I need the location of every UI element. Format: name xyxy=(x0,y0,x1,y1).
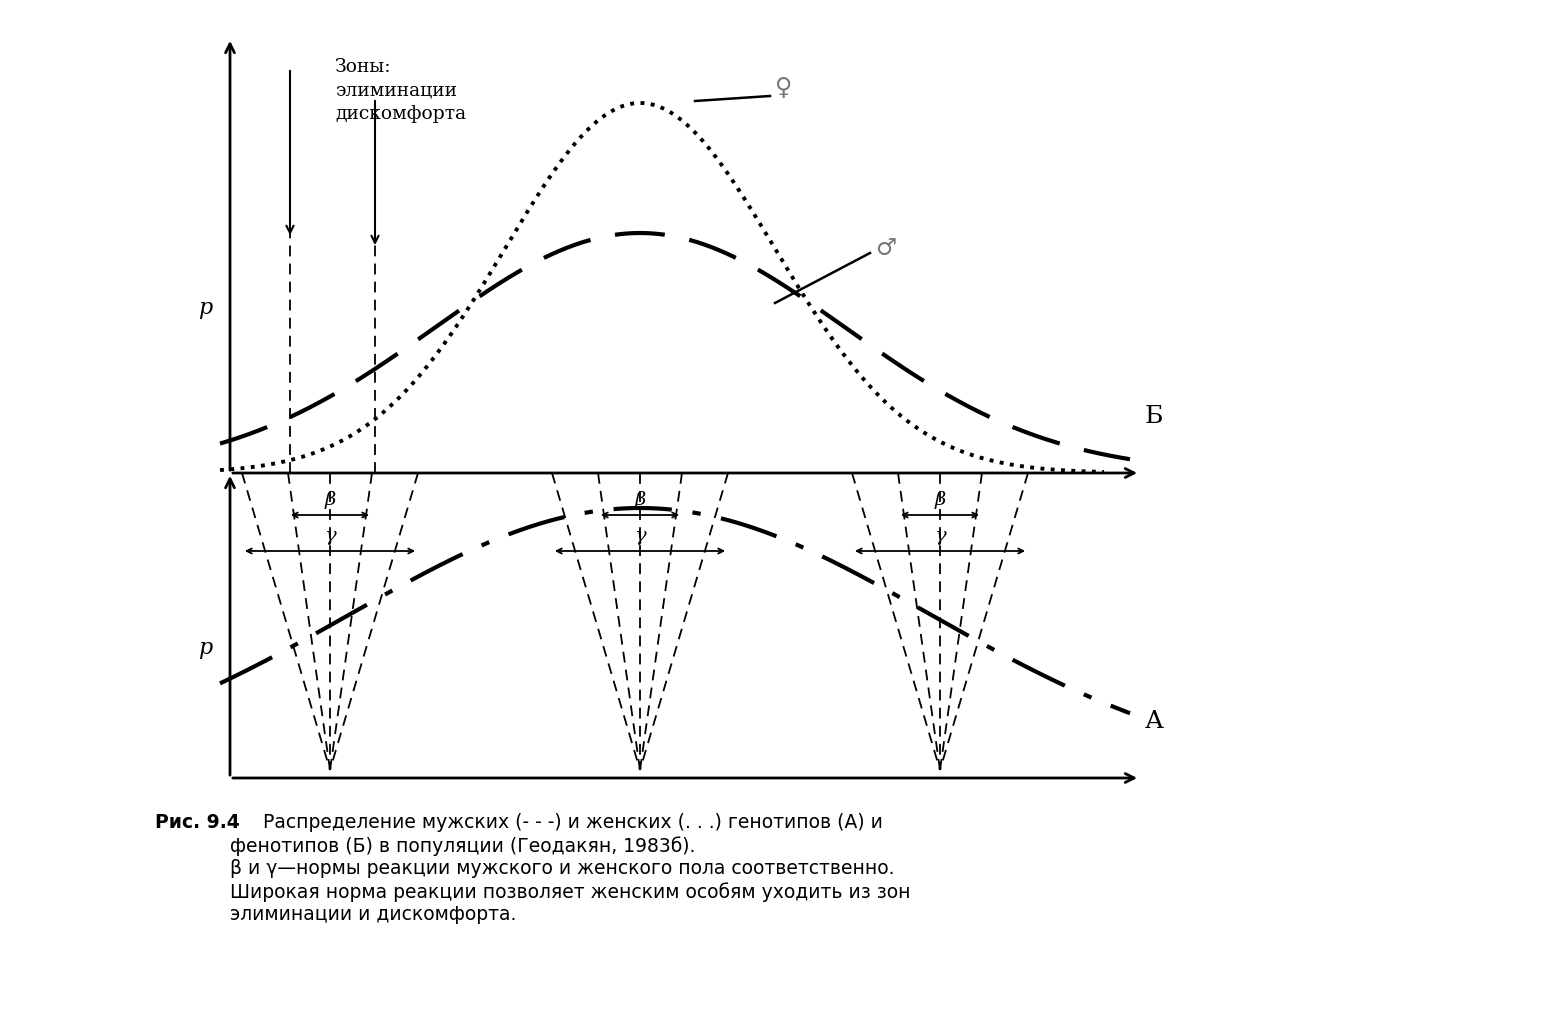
Text: Б: Б xyxy=(1145,405,1163,428)
Text: элиминации и дискомфорта.: элиминации и дискомфорта. xyxy=(230,905,517,924)
Text: Рис. 9.4: Рис. 9.4 xyxy=(154,813,239,832)
Text: Широкая норма реакции позволяет женским особям уходить из зон: Широкая норма реакции позволяет женским … xyxy=(230,882,910,902)
Text: Зоны:
элиминации
дискомфорта: Зоны: элиминации дискомфорта xyxy=(335,58,466,123)
Text: β: β xyxy=(324,491,336,509)
Text: р: р xyxy=(198,297,211,319)
Text: ♀: ♀ xyxy=(775,76,792,100)
Text: фенотипов (Б) в популяции (Геодакян, 1983б).: фенотипов (Б) в популяции (Геодакян, 198… xyxy=(230,836,696,855)
Text: А: А xyxy=(1145,710,1163,733)
Text: β: β xyxy=(634,491,645,509)
Text: Распределение мужских (- - -) и женских (. . .) генотипов (А) и: Распределение мужских (- - -) и женских … xyxy=(258,813,883,832)
Text: β: β xyxy=(935,491,946,509)
Text: ♂: ♂ xyxy=(875,236,896,260)
Text: γ: γ xyxy=(934,527,946,545)
Text: γ: γ xyxy=(324,527,336,545)
Text: β и γ—нормы реакции мужского и женского пола соответственно.: β и γ—нормы реакции мужского и женского … xyxy=(230,859,895,878)
Text: р: р xyxy=(198,637,211,659)
Text: γ: γ xyxy=(634,527,647,545)
